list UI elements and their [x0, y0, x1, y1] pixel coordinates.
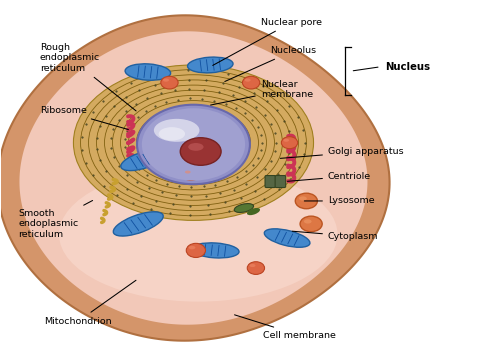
Text: Centriole: Centriole [287, 172, 371, 181]
Ellipse shape [282, 137, 298, 149]
Ellipse shape [188, 143, 203, 151]
FancyBboxPatch shape [275, 176, 285, 188]
Ellipse shape [183, 168, 199, 180]
Ellipse shape [264, 229, 310, 247]
Text: Mitochondrion: Mitochondrion [44, 280, 136, 325]
Text: Smooth
endoplasmic
reticulum: Smooth endoplasmic reticulum [18, 200, 93, 239]
Ellipse shape [244, 78, 251, 82]
Text: Nucleus: Nucleus [385, 62, 431, 72]
Ellipse shape [234, 204, 254, 213]
Ellipse shape [299, 197, 307, 201]
Ellipse shape [242, 76, 260, 89]
Ellipse shape [247, 208, 260, 215]
Text: Golgi apparatus: Golgi apparatus [280, 147, 404, 158]
Text: Cytoplasm: Cytoplasm [292, 231, 379, 241]
Ellipse shape [114, 212, 163, 236]
Ellipse shape [73, 65, 313, 220]
Ellipse shape [185, 171, 191, 174]
Polygon shape [0, 15, 390, 341]
Text: Lysosome: Lysosome [304, 197, 374, 205]
Ellipse shape [295, 193, 317, 209]
Ellipse shape [186, 244, 205, 257]
Ellipse shape [161, 76, 178, 89]
Polygon shape [19, 31, 368, 325]
Ellipse shape [191, 243, 239, 258]
Ellipse shape [249, 264, 256, 267]
Ellipse shape [125, 64, 170, 80]
Text: Rough
endoplasmic
reticulum: Rough endoplasmic reticulum [40, 43, 136, 111]
Ellipse shape [187, 57, 233, 73]
Ellipse shape [304, 219, 312, 224]
Ellipse shape [247, 262, 265, 274]
Ellipse shape [158, 127, 185, 141]
Ellipse shape [121, 150, 165, 171]
Ellipse shape [163, 78, 169, 82]
Ellipse shape [284, 139, 289, 142]
Text: Ribosome: Ribosome [40, 106, 128, 130]
Ellipse shape [300, 216, 322, 232]
Text: Cell membrane: Cell membrane [235, 315, 336, 340]
Ellipse shape [180, 138, 221, 165]
Ellipse shape [154, 119, 199, 142]
Text: Nucleolus: Nucleolus [225, 46, 316, 82]
FancyBboxPatch shape [265, 176, 276, 188]
Ellipse shape [59, 167, 338, 302]
Ellipse shape [189, 246, 196, 249]
Ellipse shape [137, 105, 250, 184]
Text: Nuclear pore: Nuclear pore [213, 18, 322, 66]
Text: Nuclear
membrane: Nuclear membrane [211, 80, 313, 105]
Ellipse shape [142, 108, 245, 180]
